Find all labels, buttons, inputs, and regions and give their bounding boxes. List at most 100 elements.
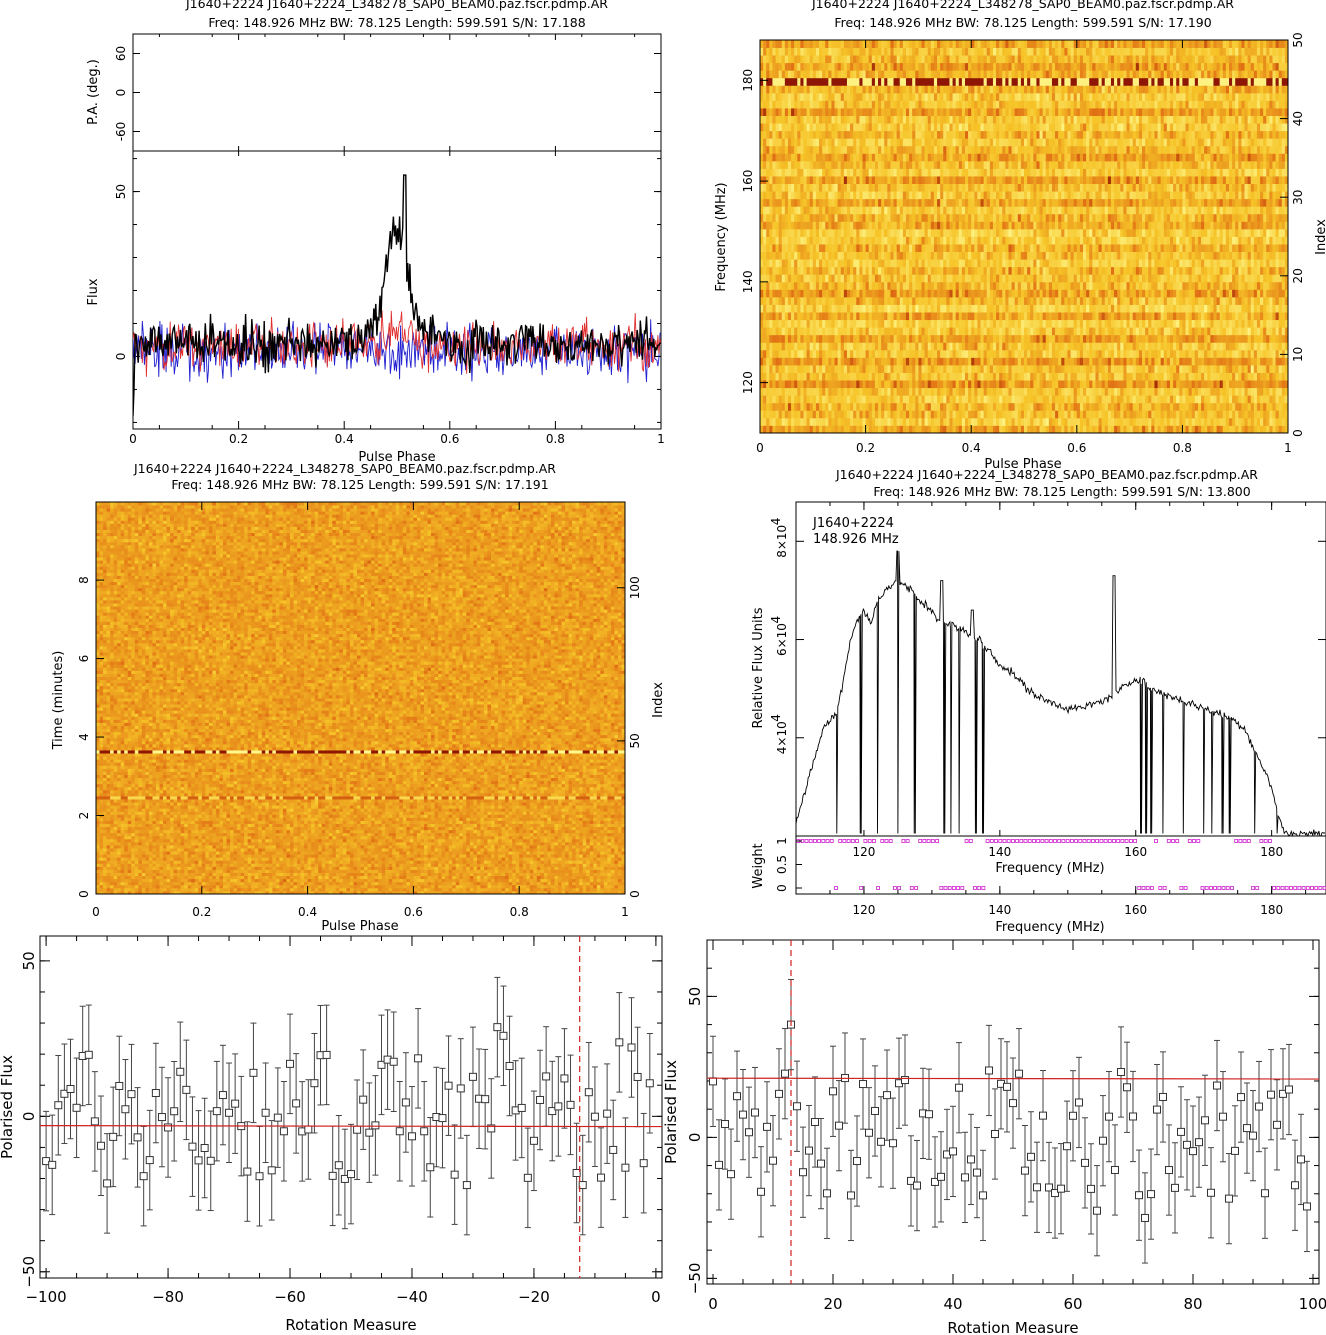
- heat-cell: [983, 296, 988, 305]
- heat-cell: [834, 228, 839, 237]
- heat-cell: [1076, 364, 1081, 373]
- heat-cell: [1126, 349, 1130, 358]
- heat-cell: [787, 417, 792, 426]
- heat-cell: [766, 236, 770, 245]
- heat-cell: [1253, 244, 1258, 253]
- heat-cell: [968, 327, 972, 336]
- heat-cell: [999, 364, 1003, 373]
- heat-cell: [986, 395, 991, 404]
- heat-cell: [1235, 244, 1239, 253]
- heat-cell: [896, 213, 901, 222]
- heat-cell: [1070, 274, 1075, 283]
- heat-cell: [1222, 334, 1227, 343]
- heat-cell: [778, 387, 783, 396]
- heat-cell: [1008, 402, 1012, 411]
- heat-cell: [949, 395, 953, 404]
- heat-cell: [843, 236, 848, 245]
- heat-cell: [1207, 417, 1211, 426]
- heat-cell: [856, 228, 860, 237]
- heat-cell: [977, 304, 981, 313]
- heat-cell: [1213, 289, 1217, 298]
- heat-cell: [940, 266, 944, 275]
- heat-cell: [952, 372, 957, 381]
- heat-cell: [930, 349, 935, 358]
- heat-cell: [1253, 221, 1258, 230]
- heat-cell: [989, 425, 994, 434]
- heat-cell: [930, 319, 935, 328]
- heat-cell: [1238, 342, 1242, 351]
- heat-cell: [1126, 357, 1130, 366]
- heat-cell: [781, 281, 786, 290]
- heat-cell: [1036, 410, 1040, 419]
- heat-cell: [803, 342, 807, 351]
- heat-cell: [952, 402, 957, 411]
- heat-cell: [1260, 259, 1264, 268]
- heat-cell: [1169, 221, 1174, 230]
- heat-cell: [1201, 327, 1205, 336]
- heat-cell: [946, 410, 950, 419]
- heat-cell: [1238, 244, 1242, 253]
- heat-cell: [781, 251, 786, 260]
- heat-cell: [909, 274, 913, 283]
- heat-cell: [983, 236, 988, 245]
- heat-cell: [1244, 349, 1249, 358]
- heat-cell: [809, 319, 814, 328]
- heat-cell: [940, 274, 944, 283]
- heat-cell: [822, 425, 826, 434]
- heat-cell: [1117, 410, 1121, 419]
- heat-cell: [850, 410, 854, 419]
- heat-cell: [1250, 281, 1255, 290]
- heat-cell: [905, 319, 910, 328]
- heat-cell: [1157, 410, 1162, 419]
- heat-cell: [822, 364, 826, 373]
- heat-cell: [1266, 266, 1270, 275]
- heat-cell: [1222, 259, 1227, 268]
- heat-cell: [1176, 251, 1180, 260]
- heat-cell: [1179, 380, 1183, 389]
- heat-cell: [1228, 327, 1233, 336]
- heat-cell: [1157, 213, 1162, 222]
- heat-cell: [1222, 349, 1227, 358]
- heat-cell: [1163, 274, 1168, 283]
- heat-cell: [881, 296, 885, 305]
- heat-cell: [977, 259, 981, 268]
- heat-cell: [1197, 380, 1202, 389]
- heat-cell: [1117, 281, 1121, 290]
- heat-cell: [1036, 319, 1040, 328]
- heat-cell: [1284, 259, 1289, 268]
- heat-cell: [766, 304, 770, 313]
- heat-cell: [1185, 334, 1190, 343]
- heat-cell: [1179, 402, 1183, 411]
- heat-cell: [862, 402, 866, 411]
- heat-cell: [1188, 402, 1193, 411]
- heat-cell: [1228, 312, 1233, 321]
- heat-cell: [853, 289, 857, 298]
- heat-cell: [912, 236, 916, 245]
- heat-cell: [971, 395, 975, 404]
- heat-cell: [946, 296, 950, 305]
- heat-cell: [909, 334, 913, 343]
- heat-cell: [1210, 342, 1214, 351]
- heat-cell: [1033, 334, 1037, 343]
- heat-cell: [899, 289, 904, 298]
- heat-cell: [1135, 342, 1140, 351]
- heat-cell: [874, 410, 879, 419]
- heat-cell: [1070, 402, 1075, 411]
- heat-cell: [1110, 304, 1115, 313]
- profile-panel: J1640+2224 J1640+2224_L348278_SAP0_BEAM0…: [86, 0, 665, 465]
- heat-cell: [1173, 372, 1177, 381]
- heat-cell: [846, 244, 851, 253]
- heat-cell: [992, 259, 997, 268]
- heat-cell: [949, 221, 953, 230]
- heat-cell: [822, 312, 826, 321]
- heat-cell: [905, 281, 910, 290]
- heat-cell: [1048, 319, 1053, 328]
- heat-cell: [905, 274, 910, 283]
- heat-cell: [1275, 402, 1280, 411]
- heat-cell: [887, 213, 891, 222]
- heat-cell: [1132, 387, 1137, 396]
- heat-cell: [874, 417, 879, 426]
- heat-cell: [1107, 410, 1112, 419]
- heat-cell: [1182, 402, 1186, 411]
- heat-cell: [1083, 296, 1087, 305]
